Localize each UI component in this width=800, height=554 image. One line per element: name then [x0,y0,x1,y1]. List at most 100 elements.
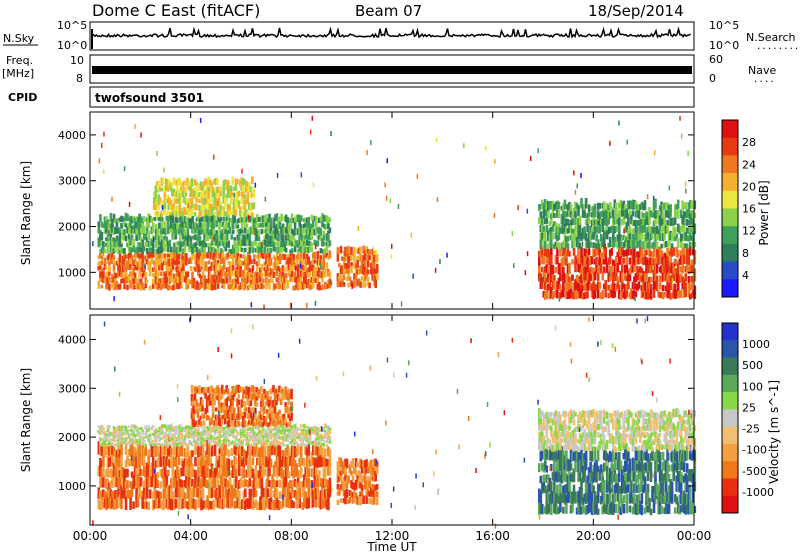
heatmap-cell [99,234,102,242]
heatmap-cell [368,255,371,261]
heatmap-speck [260,242,263,247]
heatmap-cell [679,233,683,242]
heatmap-cell [548,280,552,291]
heatmap-cell [565,239,568,248]
heatmap-cell [177,442,181,445]
heatmap-cell [325,431,329,435]
heatmap-cell [185,253,188,260]
heatmap-cell [174,253,178,259]
heatmap-cell [214,202,218,210]
heatmap-cell [566,475,570,483]
heatmap-cell [287,257,291,266]
heatmap-cell [263,229,267,234]
heatmap-cell [158,257,161,266]
heatmap-region [538,197,697,250]
heatmap-cell [301,227,304,234]
heatmap-cell [565,473,568,483]
heatmap-cell [135,266,138,271]
heatmap-cell [274,501,277,510]
heatmap-cell [316,427,320,430]
heatmap-cell [685,262,689,273]
heatmap-cell [589,256,592,265]
heatmap-cell [565,484,568,494]
heatmap-cell [318,217,321,224]
heatmap-cell [319,490,323,498]
heatmap-cell [595,471,598,483]
heatmap-cell [242,501,246,508]
heatmap-cell [563,485,567,492]
heatmap-cell [266,437,270,441]
heatmap-cell [183,448,187,458]
heatmap-cell [353,247,356,254]
heatmap-cell [289,253,292,260]
heatmap-cell [281,450,285,457]
heatmap-cell [569,463,573,471]
heatmap-cell [111,252,114,259]
heatmap-cell [670,243,674,249]
heatmap-cell [328,271,332,278]
heatmap-cell [631,228,635,235]
heatmap-cell [112,274,116,283]
heatmap-cell [640,267,644,273]
heatmap-cell [667,210,671,219]
heatmap-cell [295,432,298,435]
heatmap-cell [627,281,630,290]
heatmap-cell [189,180,192,187]
heatmap-cell [147,435,150,438]
heatmap-cell [308,236,312,241]
heatmap-cell [105,265,108,270]
heatmap-cell [157,211,160,218]
heatmap-cell [580,288,583,299]
heatmap-cell [133,217,137,222]
heatmap-cell [562,450,565,462]
heatmap-cell [328,477,332,489]
heatmap-cell [142,232,146,241]
heatmap-cell [223,202,227,210]
heatmap-cell [275,428,279,433]
heatmap-cell [145,279,149,284]
heatmap-cell [159,492,163,500]
heatmap-cell [545,277,549,283]
heatmap-cell [217,194,221,198]
heatmap-cell [169,184,173,192]
heatmap-cell [252,202,256,209]
heatmap-cell [213,202,216,209]
heatmap-cell [553,221,556,226]
heatmap-cell [265,233,268,240]
heatmap-cell [240,411,244,419]
heatmap-cell [301,428,304,433]
heatmap-cell [112,256,116,265]
heatmap-cell [153,474,156,489]
heatmap-cell [204,429,208,432]
heatmap-cell [327,464,330,476]
heatmap-cell [649,227,653,234]
heatmap-cell [242,254,246,259]
heatmap-cell [327,230,330,235]
heatmap-cell [178,178,182,187]
heatmap-cell [308,427,312,432]
heatmap-cell [642,291,645,298]
heatmap-cell [147,437,150,442]
heatmap-cell [321,275,324,283]
heatmap-cell [132,268,135,276]
heatmap-cell [223,179,227,186]
heatmap-cell [243,400,247,407]
heatmap-cell [277,256,280,260]
heatmap-cell [139,227,143,234]
heatmap-cell [273,402,277,407]
heatmap-cell [220,389,224,399]
heatmap-cell [182,234,185,240]
heatmap-cell [649,264,653,274]
heatmap-speck [351,284,353,289]
heatmap-cell [316,276,320,284]
heatmap-cell [284,406,287,414]
heatmap-cell [616,262,620,273]
heatmap-cell [180,441,184,457]
heatmap-cell [538,250,541,257]
heatmap-cell [194,457,197,467]
heatmap-cell [319,433,323,437]
heatmap-cell [290,439,294,443]
heatmap-cell [592,205,595,212]
heatmap-cell [622,257,626,264]
heatmap-cell [221,434,224,438]
